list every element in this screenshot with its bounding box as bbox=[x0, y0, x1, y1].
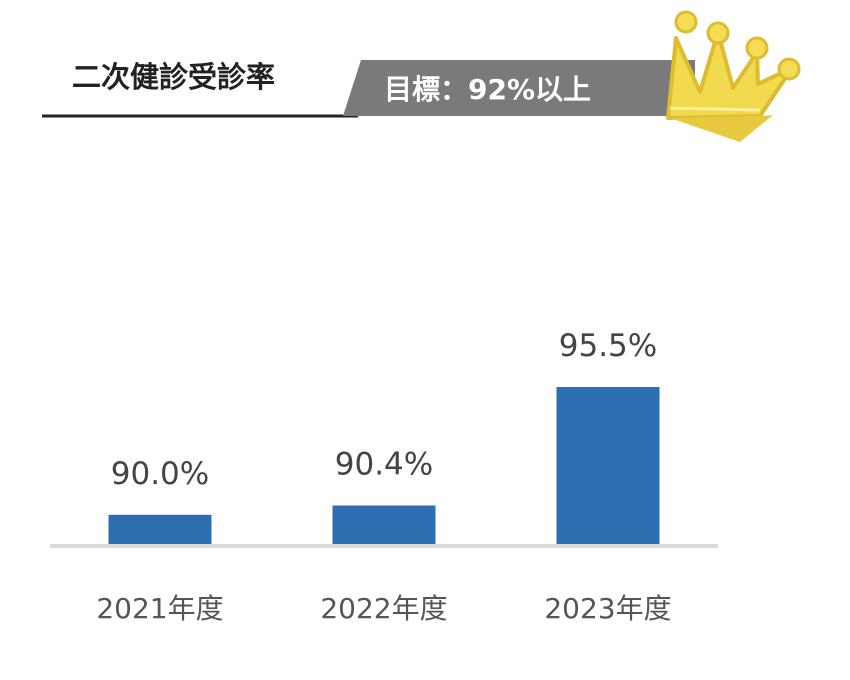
x-tick-label-2023年度: 2023年度 bbox=[544, 592, 671, 625]
category-label-layer: 2021年度 2022年度 2023年度 bbox=[96, 592, 671, 625]
target-banner bbox=[343, 60, 695, 116]
data-label-2021年度: 90.0% bbox=[111, 456, 209, 492]
chart-title: 二次健診受診率 bbox=[72, 60, 275, 94]
bar-2022年度 bbox=[332, 505, 436, 545]
x-tick-label-2021年度: 2021年度 bbox=[96, 592, 223, 625]
bar-2023年度 bbox=[556, 387, 660, 545]
bar-2021年度 bbox=[108, 514, 212, 545]
target-label: 目標：92%以上 bbox=[384, 73, 591, 106]
data-label-2022年度: 90.4% bbox=[335, 447, 433, 483]
x-tick-label-2022年度: 2022年度 bbox=[320, 592, 447, 625]
crown-icon bbox=[666, 10, 801, 142]
data-label-2023年度: 95.5% bbox=[559, 328, 657, 364]
value-label-layer: 90.0% 90.4% 95.5% bbox=[111, 328, 657, 492]
bars-layer bbox=[108, 387, 660, 545]
